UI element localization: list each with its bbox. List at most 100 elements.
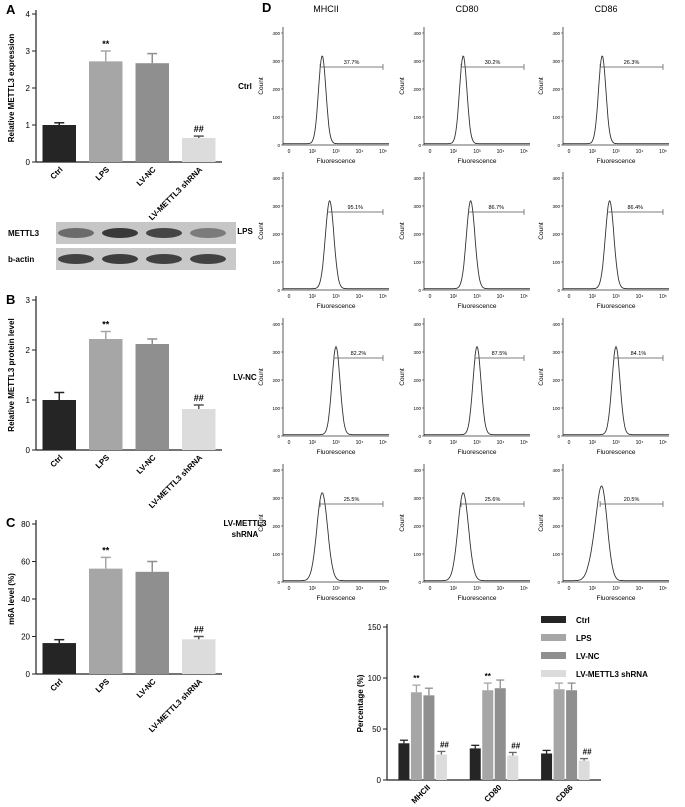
hist-curve <box>563 55 669 145</box>
y-tick-label: 4 <box>26 10 31 19</box>
flow-row-label: shRNA <box>232 530 259 539</box>
flow-column-header: CD86 <box>594 4 617 14</box>
x-tick-label: CD80 <box>483 783 504 804</box>
panel-label-a: A <box>6 2 16 17</box>
hist-y-tick-label: 200 <box>272 87 280 92</box>
hist-y-label: Count <box>399 368 406 386</box>
hist-x-tick-label: 10² <box>450 294 458 300</box>
y-tick-label: 150 <box>368 623 382 632</box>
hist-y-tick-label: 0 <box>418 288 421 293</box>
hist-y-tick-label: 200 <box>272 232 280 237</box>
hist-x-tick-label: 0 <box>568 586 571 592</box>
hist-y-tick-label: 300 <box>552 496 560 501</box>
panel-label-b: B <box>6 292 15 307</box>
hist-x-tick-label: 0 <box>288 440 291 446</box>
hist-x-tick-label: 10³ <box>332 440 340 446</box>
hist-y-tick-label: 200 <box>413 524 421 529</box>
bar <box>469 748 481 780</box>
hist-y-label: Count <box>258 222 265 240</box>
y-axis-label: Relative METTL3 expression <box>7 34 16 143</box>
hist-x-tick-label: 0 <box>568 440 571 446</box>
gate-percentage: 20.5% <box>624 497 640 503</box>
significance-mark: ## <box>194 625 204 635</box>
hist-y-tick-label: 300 <box>272 350 280 355</box>
legend-label: LV-NC <box>576 652 600 661</box>
bar <box>494 688 506 780</box>
significance-mark: ## <box>511 741 520 750</box>
hist-y-tick-label: 400 <box>272 322 280 327</box>
hist-x-tick-label: 10³ <box>473 149 481 155</box>
flow-histogram-panel: 0 100 200 300 400 0 10² 10³ 10⁴ 10⁵ Fluorescence Co… <box>399 172 530 310</box>
flow-histogram-panel: 0 100 200 300 400 0 10² 10³ 10⁴ 10⁵ Fluorescence Co… <box>399 318 530 456</box>
hist-x-tick-label: 10⁵ <box>659 294 667 300</box>
gate-percentage: 86.4% <box>627 205 643 211</box>
hist-y-label: Count <box>538 368 545 386</box>
hist-curve <box>424 492 530 582</box>
hist-y-tick-label: 0 <box>557 143 560 148</box>
significance-mark: ## <box>583 748 592 757</box>
hist-curve <box>563 199 669 290</box>
hist-y-label: Count <box>538 77 545 95</box>
hist-x-tick-label: 10⁴ <box>356 294 364 300</box>
flow-histogram-panel: 0 100 200 300 400 0 10² 10³ 10⁴ 10⁵ Fluorescence Co… <box>399 464 530 602</box>
hist-x-tick-label: 10⁵ <box>379 586 387 592</box>
flow-histogram-panel: 0 100 200 300 400 0 10² 10³ 10⁴ 10⁵ Fluorescence Co… <box>538 318 669 456</box>
y-tick-label: 3 <box>26 296 31 305</box>
hist-x-tick-label: 0 <box>429 149 432 155</box>
flow-row-label: LPS <box>237 227 253 236</box>
hist-x-tick-label: 10⁵ <box>379 440 387 446</box>
hist-x-tick-label: 10⁵ <box>379 294 387 300</box>
hist-y-tick-label: 100 <box>413 115 421 120</box>
bar <box>398 743 410 780</box>
western-blot: METTL3 b-actin <box>8 222 236 270</box>
hist-x-tick-label: 10⁵ <box>659 440 667 446</box>
hist-y-tick-label: 100 <box>552 406 560 411</box>
hist-y-tick-label: 400 <box>552 468 560 473</box>
significance-mark: ** <box>102 545 110 555</box>
hist-x-label: Fluorescence <box>457 158 496 165</box>
legend-swatch <box>541 652 566 659</box>
hist-curve <box>283 55 389 145</box>
hist-y-tick-label: 300 <box>552 59 560 64</box>
x-tick-label: Ctrl <box>49 677 65 693</box>
hist-y-tick-label: 0 <box>557 288 560 293</box>
hist-x-tick-label: 10² <box>309 294 317 300</box>
hist-x-tick-label: 10⁴ <box>497 586 505 592</box>
hist-x-tick-label: 10² <box>589 440 597 446</box>
hist-x-label: Fluorescence <box>457 449 496 456</box>
bar <box>553 689 565 780</box>
bar <box>410 692 422 780</box>
bar <box>89 568 123 674</box>
hist-x-tick-label: 10³ <box>612 294 620 300</box>
hist-x-tick-label: 0 <box>568 149 571 155</box>
blot-label-mettl3: METTL3 <box>8 229 40 238</box>
bar <box>541 753 553 780</box>
flow-column-header: CD80 <box>455 4 478 14</box>
bar-chart-a: 0 1 2 3 4 Relative METTL3 expression Ctrl ** LPS… <box>7 10 222 222</box>
hist-y-tick-label: 200 <box>552 232 560 237</box>
flow-histogram-panel: 0 100 200 300 400 0 10² 10³ 10⁴ 10⁵ Fluorescence Co… <box>258 464 389 602</box>
hist-y-label: Count <box>538 514 545 532</box>
y-tick-label: 40 <box>21 595 30 604</box>
bar <box>182 409 216 450</box>
hist-y-tick-label: 0 <box>277 434 280 439</box>
y-tick-label: 2 <box>26 84 31 93</box>
hist-x-tick-label: 10² <box>309 440 317 446</box>
x-tick-label: Ctrl <box>49 165 65 181</box>
hist-x-tick-label: 0 <box>429 586 432 592</box>
hist-y-tick-label: 400 <box>413 31 421 36</box>
gate-percentage: 95.1% <box>347 205 363 211</box>
hist-y-tick-label: 0 <box>557 434 560 439</box>
hist-y-tick-label: 300 <box>272 59 280 64</box>
hist-x-label: Fluorescence <box>457 595 496 602</box>
bar <box>507 755 519 780</box>
hist-y-tick-label: 200 <box>413 232 421 237</box>
blot-band <box>146 254 182 264</box>
hist-x-tick-label: 10² <box>450 586 458 592</box>
hist-y-tick-label: 100 <box>552 115 560 120</box>
flow-histogram-panel: 0 100 200 300 400 0 10² 10³ 10⁴ 10⁵ Fluorescence Co… <box>258 172 389 310</box>
hist-x-tick-label: 10³ <box>473 294 481 300</box>
hist-y-label: Count <box>258 77 265 95</box>
y-tick-label: 1 <box>26 121 31 130</box>
